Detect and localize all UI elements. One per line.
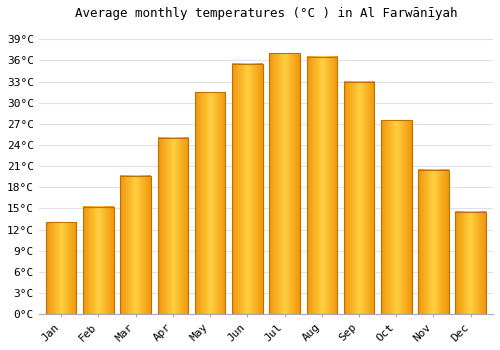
Bar — [232, 64, 262, 314]
Bar — [120, 176, 151, 314]
Bar — [381, 120, 412, 314]
Bar — [418, 170, 448, 314]
Bar — [46, 223, 76, 314]
Title: Average monthly temperatures (°C ) in Al Farwānīyah: Average monthly temperatures (°C ) in Al… — [74, 7, 457, 20]
Bar — [270, 54, 300, 314]
Bar — [195, 92, 226, 314]
Bar — [306, 57, 337, 314]
Bar — [456, 212, 486, 314]
Bar — [83, 207, 114, 314]
Bar — [344, 82, 374, 314]
Bar — [158, 138, 188, 314]
